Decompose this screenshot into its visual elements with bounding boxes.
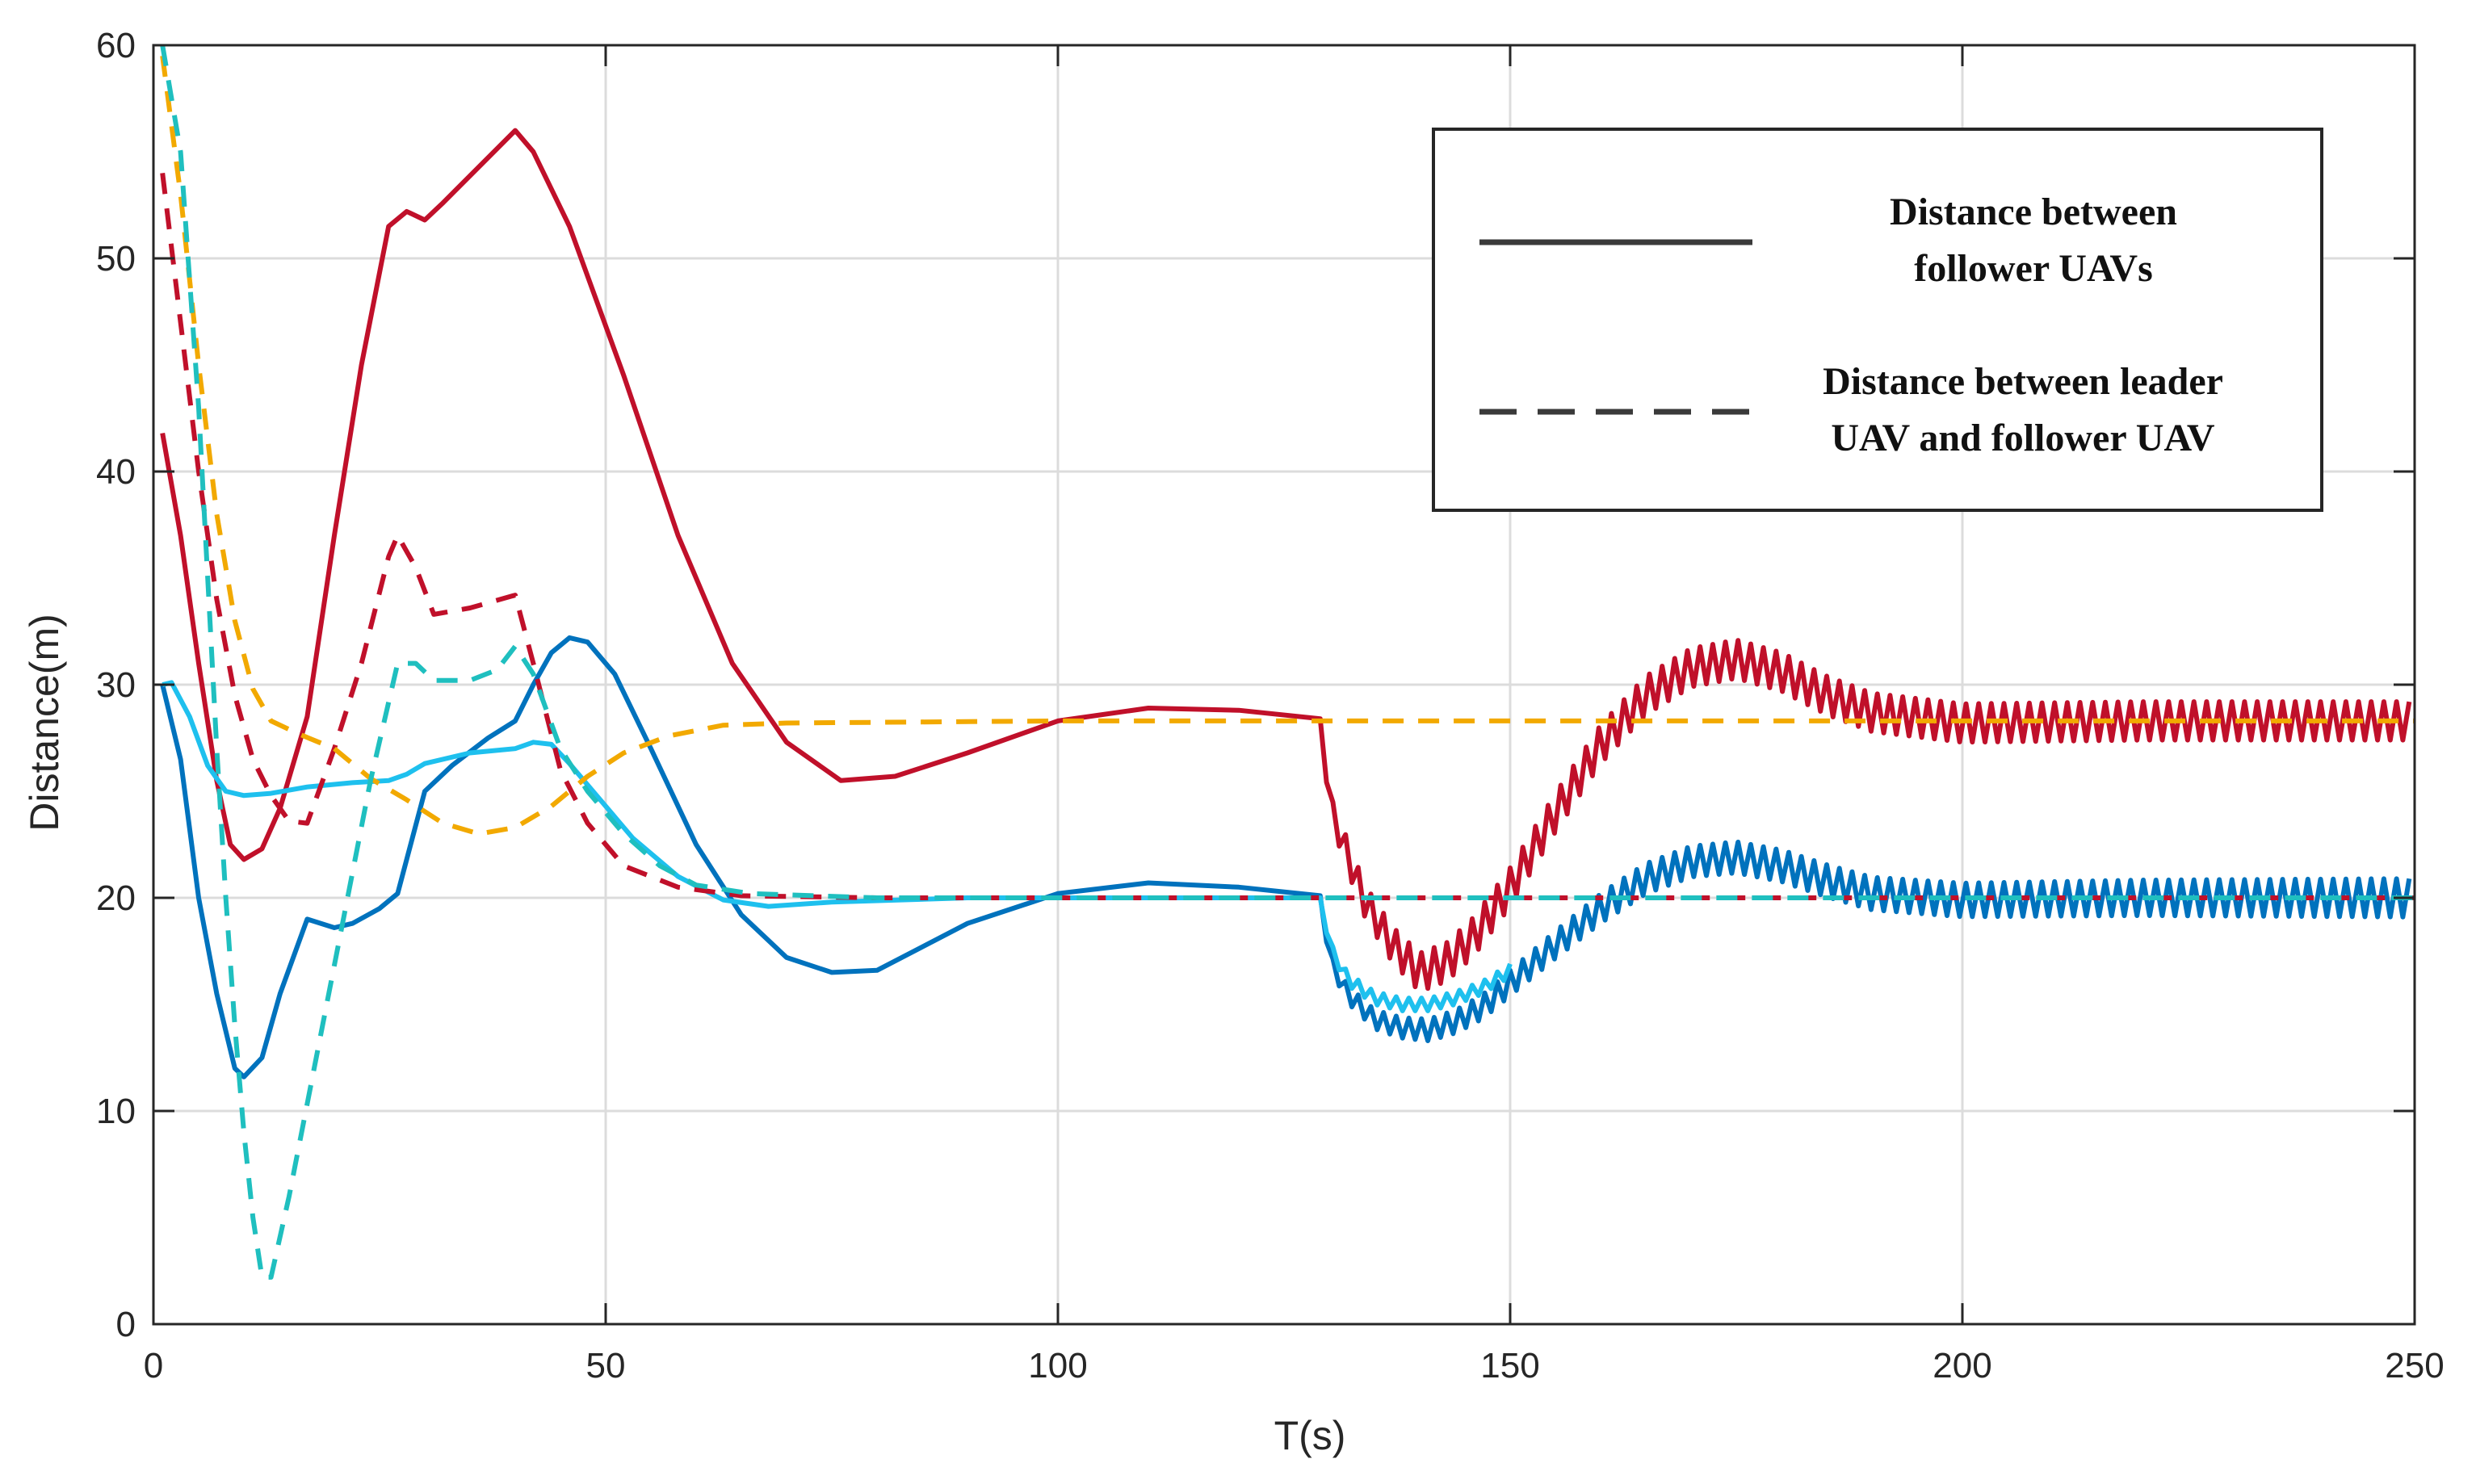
x-tick-label: 150 <box>1480 1346 1539 1385</box>
y-tick-label: 20 <box>96 878 136 918</box>
plot-series <box>160 44 2415 1280</box>
series-line-leader-distance-teal <box>160 44 2415 1280</box>
tick-labels: 0 50 100 150 200 250 0 10 20 30 40 50 60 <box>96 26 2445 1385</box>
y-tick-label: 30 <box>96 665 136 705</box>
x-tick-label: 200 <box>1933 1346 1991 1385</box>
series-line-leader-distance-orange <box>160 55 2415 836</box>
y-tick-label: 0 <box>116 1305 136 1344</box>
x-tick-label: 50 <box>586 1346 626 1385</box>
series-line-follower-distance-red <box>160 128 2412 991</box>
x-tick-label: 250 <box>2385 1346 2444 1385</box>
legend-box <box>1432 128 2323 512</box>
y-tick-label: 10 <box>96 1092 136 1131</box>
y-tick-label: 40 <box>96 452 136 492</box>
axes <box>152 44 2416 1326</box>
series-line-follower-distance-lightblue <box>162 680 1513 1013</box>
y-tick-label: 50 <box>96 239 136 279</box>
legend-solid-label-line1: Distance between <box>1890 191 2177 233</box>
legend-solid-label-line2: follower UAVs <box>1914 247 2153 290</box>
x-tick-label: 0 <box>144 1346 163 1385</box>
legend-dashed-label-line2: UAV and follower UAV <box>1831 417 2215 459</box>
y-axis-title: Distance(m) <box>22 614 67 831</box>
x-axis-title: T(s) <box>1274 1413 1346 1458</box>
y-tick-label: 60 <box>96 26 136 65</box>
series-line-follower-distance-blue <box>160 635 2412 1079</box>
x-tick-label: 100 <box>1028 1346 1087 1385</box>
legend-dashed-label-line1: Distance between leader <box>1823 360 2223 403</box>
legend: Distance between follower UAVs Distance … <box>1432 128 2323 512</box>
